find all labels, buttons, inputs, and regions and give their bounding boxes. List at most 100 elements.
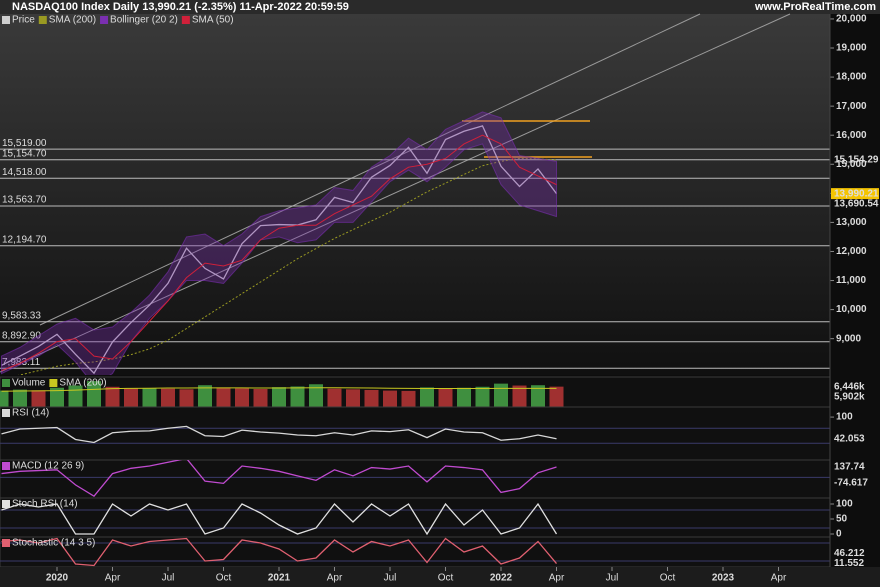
volume-bar	[13, 389, 27, 407]
level-label: 8,892.90	[2, 330, 41, 341]
volume-bar	[87, 381, 101, 407]
y-tick-label: 13,000	[836, 217, 867, 228]
series-line	[1, 134, 557, 372]
legend-swatch	[2, 379, 10, 387]
volume-bar	[420, 387, 434, 407]
legend-swatch	[2, 539, 10, 547]
marker-label: 13,690.54	[834, 198, 879, 209]
x-tick-label: Apr	[327, 573, 343, 584]
marker-label: 137.74	[834, 462, 865, 473]
volume-bar	[327, 388, 342, 407]
legend-label: MACD (12 26 9)	[12, 461, 84, 472]
marker-box	[831, 188, 879, 200]
x-tick-label: Apr	[549, 573, 565, 584]
marker-label: 46.212	[834, 548, 865, 559]
legend-swatch	[2, 16, 10, 24]
chart-title: NASDAQ100 Index Daily 13,990.21 (-2.35%)…	[12, 1, 349, 13]
legend-swatch	[100, 16, 109, 24]
volume-bar	[383, 390, 397, 407]
volume-bar	[216, 387, 231, 407]
volume-bar	[105, 386, 120, 407]
x-tick-label: Jul	[606, 573, 619, 584]
x-tick-label: Apr	[771, 573, 787, 584]
marker-label: 5,902k	[834, 391, 865, 402]
legend-swatch	[49, 379, 58, 387]
volume-bar	[161, 388, 175, 407]
x-tick-label: Oct	[660, 573, 676, 584]
series-line	[1, 502, 558, 536]
volume-bar	[142, 388, 157, 407]
volume-bar	[290, 386, 305, 407]
x-tick-label: Oct	[216, 573, 232, 584]
level-label: 9,583.33	[2, 310, 41, 321]
marker-label: 6,446k	[834, 381, 865, 392]
legend-label: Bollinger (20 2)	[110, 15, 178, 26]
y-tick-label: 19,000	[836, 43, 867, 54]
y-tick-label: 18,000	[836, 72, 867, 83]
level-label: 14,518.00	[2, 167, 47, 178]
indicator-panel	[0, 497, 831, 538]
x-tick-label: 2021	[268, 573, 291, 584]
x-tick-label: 2023	[712, 573, 735, 584]
y-tick-label: 17,000	[836, 101, 867, 112]
volume-bar	[235, 388, 249, 407]
legend-swatch	[38, 16, 47, 24]
volume-bar	[309, 384, 323, 407]
volume-bar	[346, 389, 360, 407]
header-bar	[0, 0, 880, 14]
volume-bar	[457, 387, 471, 407]
legend-swatch	[2, 500, 10, 508]
volume-bar	[179, 389, 194, 407]
panel	[0, 502, 830, 536]
y-tick-label: 20,000	[836, 14, 867, 25]
series-line	[1, 425, 557, 444]
marker-label: 11.552	[834, 558, 864, 569]
legend-label: Stoch RSI (14)	[12, 499, 78, 510]
marker-label: -74.617	[834, 478, 868, 489]
legend-swatch	[2, 462, 10, 470]
y-tick-label: 11,000	[836, 275, 866, 286]
y-tick-label: 100	[836, 412, 853, 423]
y-tick-label: 100	[836, 499, 853, 510]
level-label: 13,563.70	[2, 195, 47, 206]
volume-bar	[475, 386, 490, 407]
y-tick-label: 15,000	[836, 159, 867, 170]
indicator-panel	[0, 536, 831, 568]
marker-label: 42.053	[834, 433, 865, 444]
legend-label: SMA (200)	[49, 15, 96, 26]
panel	[0, 537, 830, 567]
x-tick-label: 2022	[490, 573, 513, 584]
x-tick-label: Jul	[162, 573, 175, 584]
volume-bar	[0, 390, 9, 407]
y-tick-label: 16,000	[836, 130, 867, 141]
legend-label: RSI (14)	[12, 408, 49, 419]
volume-bar	[31, 390, 46, 407]
volume-bar	[124, 388, 138, 407]
indicator-panel	[0, 459, 831, 499]
panel	[0, 381, 564, 407]
y-tick-label: 9,000	[836, 333, 861, 344]
y-tick-label: 50	[836, 514, 848, 525]
series-line	[1, 537, 557, 567]
legend-label: SMA (200)	[59, 378, 106, 389]
x-tick-label: Oct	[438, 573, 454, 584]
legend-swatch	[2, 409, 10, 417]
legend-label: SMA (50)	[192, 15, 234, 26]
volume-bar	[494, 383, 508, 407]
marker-label: 13,990.21	[834, 188, 879, 199]
level-label: 12,194.70	[2, 234, 47, 245]
legend-label: Price	[12, 15, 35, 26]
volume-bar	[401, 390, 416, 407]
volume-bar	[531, 385, 545, 407]
x-tick-label: 2020	[46, 573, 69, 584]
marker-label: 15,154.29	[834, 154, 879, 165]
volume-bar	[253, 389, 268, 407]
volume-bar	[272, 387, 286, 407]
source: www.ProRealTime.com	[754, 1, 876, 13]
volume-bar	[50, 387, 64, 407]
series-line	[1, 125, 558, 375]
bollinger-band	[1, 111, 557, 375]
